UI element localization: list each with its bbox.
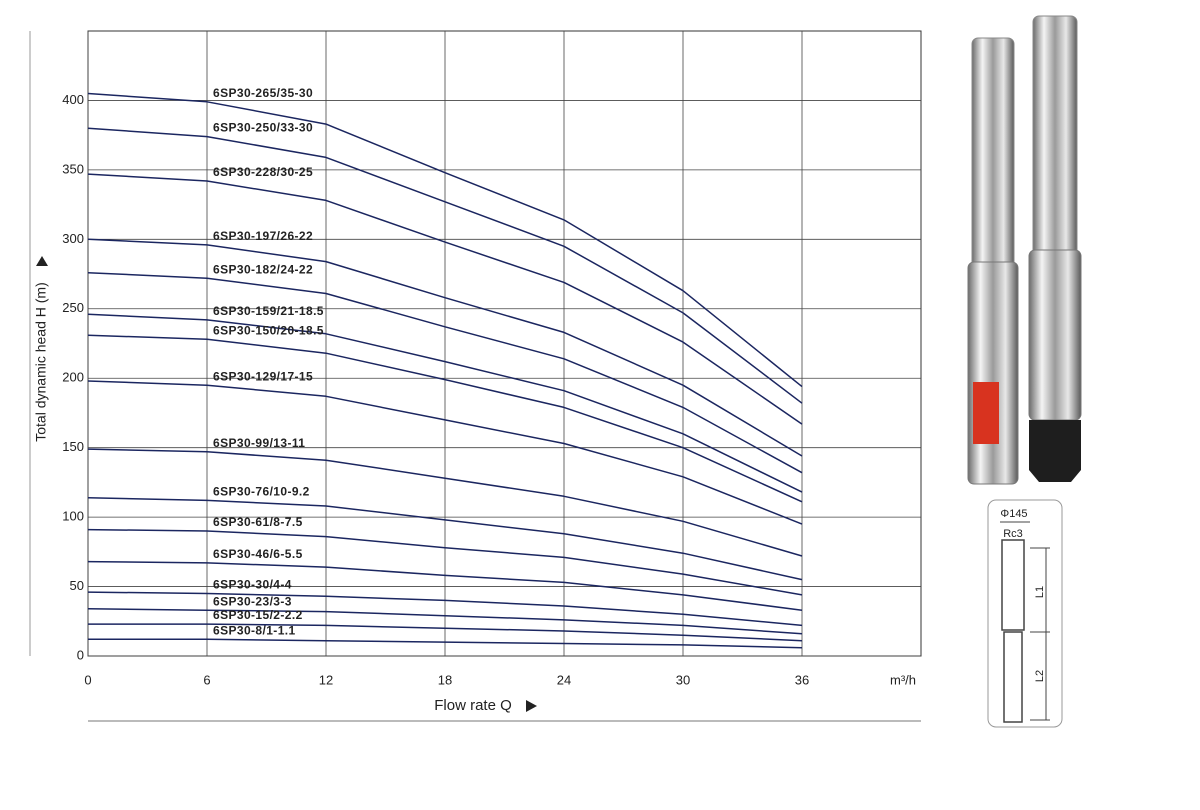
x-tick-label: 24 <box>557 672 571 687</box>
dimension-drawing <box>987 499 1063 728</box>
series-label: 6SP30-197/26-22 <box>213 229 313 243</box>
dimension-label: Rc3 <box>1003 528 1023 540</box>
x-tick-label: 30 <box>676 672 690 687</box>
series-line <box>87 528 803 596</box>
x-axis-title: Flow rate Q <box>434 697 512 714</box>
series-label: 6SP30-182/24-22 <box>213 262 313 276</box>
series-line <box>87 608 803 635</box>
series-label: 6SP30-46/6-5.5 <box>213 547 303 561</box>
y-axis-title: Total dynamic head H (m) <box>33 282 49 442</box>
series-label: 6SP30-129/17-15 <box>213 369 313 383</box>
x-tick-label: 18 <box>438 672 452 687</box>
axis-arrow <box>526 700 537 712</box>
y-tick-label: 150 <box>62 439 84 454</box>
y-tick-label: 300 <box>62 231 84 246</box>
series-line <box>87 334 803 503</box>
pump-image <box>967 15 1082 485</box>
y-tick-label: 50 <box>70 578 84 593</box>
series-line <box>87 313 803 493</box>
series-label: 6SP30-30/4-4 <box>213 578 292 592</box>
series-line <box>87 560 803 611</box>
series-line <box>87 127 803 404</box>
series-label: 6SP30-250/33-30 <box>213 121 313 135</box>
series-label: 6SP30-8/1-1.1 <box>213 624 296 638</box>
series-line <box>87 496 803 581</box>
series-line <box>87 591 803 627</box>
y-tick-label: 0 <box>77 647 84 662</box>
dimension-label: Φ145 <box>1000 508 1027 520</box>
series-label: 6SP30-265/35-30 <box>213 86 313 100</box>
series-label: 6SP30-23/3-3 <box>213 594 292 608</box>
series-line <box>87 92 803 388</box>
x-tick-label: 0 <box>84 672 91 687</box>
dimension-label: L2 <box>1034 670 1046 682</box>
axis-arrow <box>36 256 48 266</box>
series-line <box>87 380 803 525</box>
series-line <box>88 623 803 642</box>
series-label: 6SP30-159/21-18.5 <box>213 304 324 318</box>
x-tick-label: 36 <box>795 672 809 687</box>
series-line <box>88 638 803 649</box>
series-label: 6SP30-76/10-9.2 <box>213 485 310 499</box>
series-label: 6SP30-15/2-2.2 <box>213 608 303 622</box>
series-line <box>87 173 803 425</box>
series-label: 6SP30-99/13-11 <box>213 436 305 450</box>
y-tick-label: 250 <box>62 300 84 315</box>
series-line <box>87 271 803 474</box>
series-label: 6SP30-228/30-25 <box>213 165 313 179</box>
x-unit: m³/h <box>890 672 916 687</box>
y-tick-label: 100 <box>62 509 84 524</box>
x-tick-label: 6 <box>203 672 210 687</box>
series-line <box>87 448 803 557</box>
y-tick-label: 400 <box>62 92 84 107</box>
series-label: 6SP30-61/8-7.5 <box>213 515 303 529</box>
dimension-label: L1 <box>1034 586 1046 598</box>
y-tick-label: 350 <box>62 161 84 176</box>
x-tick-label: 12 <box>319 672 333 687</box>
series-label: 6SP30-150/20-18.5 <box>213 324 324 338</box>
series-line <box>87 238 803 457</box>
y-tick-label: 200 <box>62 370 84 385</box>
